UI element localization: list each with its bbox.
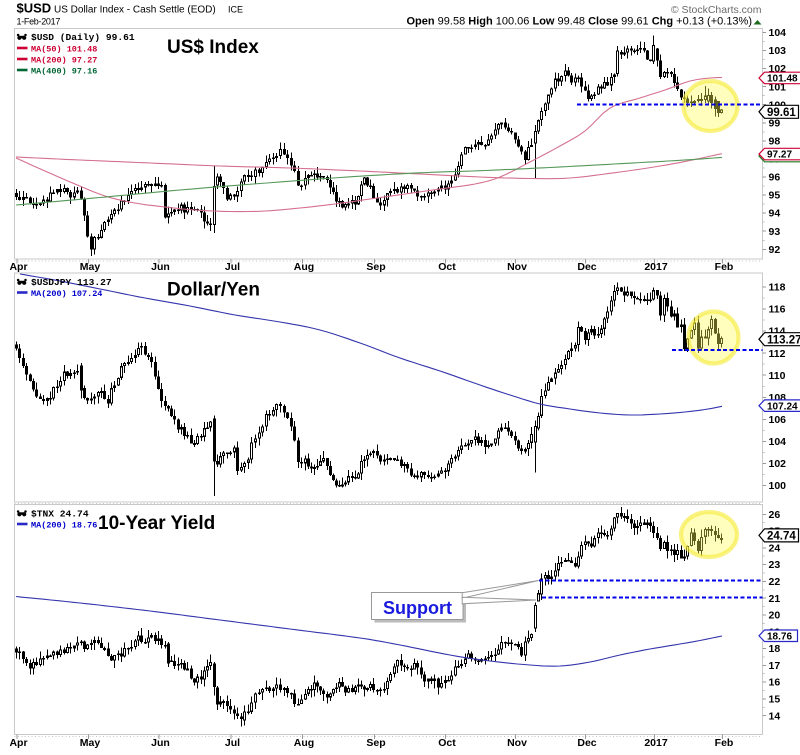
svg-text:104: 104 (769, 27, 787, 39)
svg-text:Jun: Jun (151, 737, 170, 749)
svg-text:MA(200) 18.76: MA(200) 18.76 (31, 521, 97, 531)
svg-text:101: 101 (769, 81, 787, 93)
svg-text:100: 100 (769, 480, 787, 492)
svg-text:Sep: Sep (366, 737, 385, 749)
svg-text:Support: Support (383, 598, 452, 618)
svg-text:106: 106 (769, 414, 787, 426)
svg-text:$USD: $USD (17, 1, 52, 16)
svg-text:Dec: Dec (577, 261, 596, 273)
svg-text:May: May (80, 261, 101, 273)
svg-text:110: 110 (769, 370, 786, 382)
svg-text:MA(200) 97.27: MA(200) 97.27 (31, 56, 97, 66)
svg-text:104: 104 (769, 436, 787, 448)
svg-text:21: 21 (769, 593, 781, 605)
svg-text:Jul: Jul (225, 261, 240, 273)
svg-text:26: 26 (769, 509, 781, 521)
svg-text:94: 94 (769, 208, 781, 220)
svg-text:Sep: Sep (366, 261, 385, 273)
svg-text:Nov: Nov (507, 737, 527, 749)
svg-text:118: 118 (769, 282, 786, 294)
svg-text:95: 95 (769, 190, 781, 202)
svg-text:Dec: Dec (577, 737, 596, 749)
svg-text:22: 22 (769, 576, 781, 588)
svg-text:Open 99.58 High 100.06 Low 99.: Open 99.58 High 100.06 Low 99.48 Close 9… (406, 16, 752, 28)
svg-text:US$ Index: US$ Index (167, 37, 259, 58)
svg-text:2017: 2017 (644, 737, 668, 749)
svg-text:May: May (80, 737, 101, 749)
svg-text:Apr: Apr (9, 261, 27, 273)
svg-text:Dollar/Yen: Dollar/Yen (167, 280, 260, 301)
svg-text:Feb: Feb (715, 261, 734, 273)
svg-text:Aug: Aug (294, 737, 314, 749)
svg-text:1-Feb-2017: 1-Feb-2017 (17, 17, 61, 27)
svg-text:99: 99 (769, 117, 781, 129)
svg-text:Aug: Aug (294, 261, 314, 273)
svg-text:$USD (Daily) 99.61: $USD (Daily) 99.61 (31, 32, 135, 43)
svg-text:20: 20 (769, 610, 781, 622)
svg-text:© StockCharts.com: © StockCharts.com (671, 4, 762, 16)
svg-text:MA(50) 101.48: MA(50) 101.48 (31, 45, 97, 55)
svg-text:ICE: ICE (228, 5, 243, 15)
svg-text:92: 92 (769, 244, 781, 256)
svg-text:103: 103 (769, 45, 787, 57)
svg-text:23: 23 (769, 559, 781, 571)
svg-text:107.24: 107.24 (767, 401, 798, 412)
svg-text:Nov: Nov (507, 261, 527, 273)
svg-text:112: 112 (769, 348, 786, 360)
svg-text:US Dollar Index - Cash Settle: US Dollar Index - Cash Settle (EOD) (54, 5, 216, 16)
svg-text:101.48: 101.48 (767, 74, 798, 85)
svg-text:18.76: 18.76 (767, 631, 792, 642)
svg-text:16: 16 (769, 677, 781, 689)
svg-text:$USDJPY 113.27: $USDJPY 113.27 (31, 277, 112, 288)
svg-text:24.74: 24.74 (767, 531, 796, 543)
svg-text:102: 102 (769, 458, 787, 470)
svg-text:Feb: Feb (715, 737, 734, 749)
svg-text:14: 14 (769, 710, 781, 722)
svg-text:Oct: Oct (438, 261, 456, 273)
svg-text:Apr: Apr (9, 737, 27, 749)
svg-text:$TNX 24.74: $TNX 24.74 (31, 509, 89, 520)
svg-text:99.61: 99.61 (767, 107, 796, 119)
svg-text:113.27: 113.27 (767, 334, 800, 346)
svg-text:96: 96 (769, 172, 781, 184)
svg-text:MA(200) 107.24: MA(200) 107.24 (31, 289, 102, 299)
svg-text:93: 93 (769, 226, 781, 238)
svg-text:98: 98 (769, 136, 781, 148)
svg-text:2017: 2017 (644, 261, 668, 273)
svg-text:97.27: 97.27 (767, 150, 792, 161)
svg-text:15: 15 (769, 694, 781, 706)
svg-text:24: 24 (769, 543, 781, 555)
svg-text:116: 116 (769, 304, 786, 316)
svg-text:Jun: Jun (151, 261, 170, 273)
svg-text:10-Year Yield: 10-Year Yield (98, 513, 215, 534)
svg-text:17: 17 (769, 660, 781, 672)
svg-text:18: 18 (769, 643, 781, 655)
svg-text:Oct: Oct (438, 737, 456, 749)
svg-text:MA(400) 97.16: MA(400) 97.16 (31, 67, 97, 77)
svg-text:Jul: Jul (225, 737, 240, 749)
